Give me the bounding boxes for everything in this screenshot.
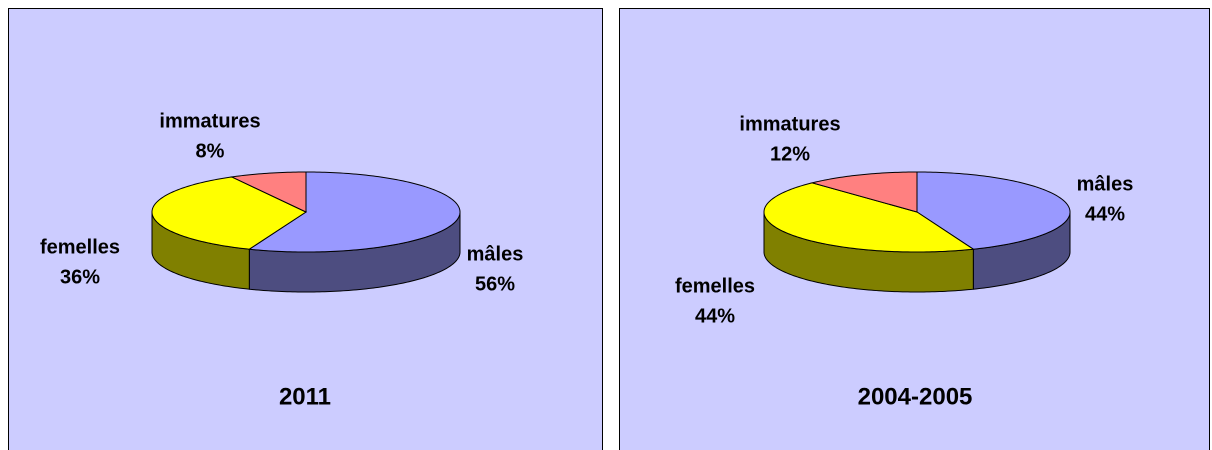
slice-label: mâles (1077, 173, 1134, 195)
chart-title: 2004-2005 (858, 383, 973, 410)
pie-slice (763, 182, 975, 253)
pie-slice (810, 171, 918, 213)
pie-slice (230, 171, 307, 213)
slice-label: femelles (40, 236, 120, 258)
chart-title: 2011 (279, 383, 331, 410)
slice-value: 44% (1085, 203, 1125, 225)
slice-value: 36% (60, 266, 100, 288)
slice-label: mâles (467, 243, 524, 265)
slice-value: 12% (770, 143, 810, 165)
pie-slice (247, 171, 461, 253)
slice-value: 8% (196, 140, 225, 162)
slice-value: 44% (695, 305, 735, 327)
slice-label: immatures (739, 113, 840, 135)
slice-label: immatures (159, 110, 260, 132)
pie-slice (916, 171, 1071, 250)
slice-value: 56% (475, 273, 515, 295)
slice-label: femelles (675, 275, 755, 297)
pie-slice (151, 176, 308, 250)
